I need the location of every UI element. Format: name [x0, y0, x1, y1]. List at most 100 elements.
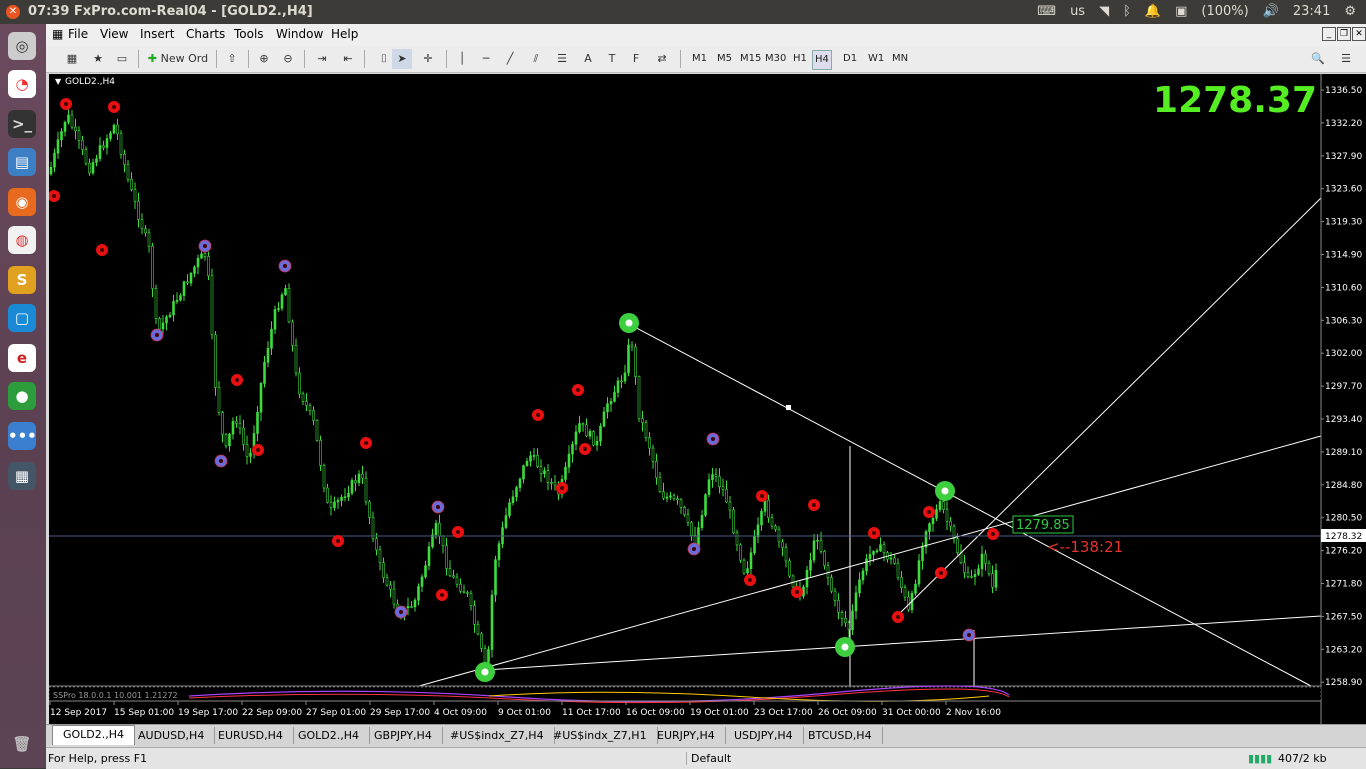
skype-s-icon[interactable]: S [8, 266, 36, 294]
tab-usindx-z7-h1[interactable]: #US$indx_Z7,H1 [543, 727, 658, 744]
fibonacci-icon[interactable]: ☰ [557, 52, 567, 65]
profiles-icon[interactable]: ★ [93, 52, 103, 65]
timeframe-m1[interactable]: M1 [692, 53, 707, 64]
menu-tools[interactable]: Tools [234, 27, 264, 41]
autoscroll-icon[interactable]: ⇤ [343, 52, 353, 65]
keyboard-icon[interactable]: ⌨ [1037, 4, 1057, 19]
menu-charts[interactable]: Charts [186, 27, 226, 41]
channel-icon[interactable]: ⫽ [533, 52, 539, 65]
market-watch-icon[interactable]: ▭ [116, 52, 128, 65]
candle-body [718, 476, 721, 487]
arrows-icon[interactable]: ⇄ [657, 52, 667, 65]
menu-help[interactable]: Help [331, 27, 359, 41]
tab-eurjpy-h4[interactable]: EURJPY,H4 [647, 727, 726, 744]
battery-icon[interactable]: ▣ [1175, 4, 1188, 19]
bluetooth-icon[interactable]: ᛒ [1123, 4, 1131, 19]
wifi-icon[interactable]: ◥ [1099, 4, 1110, 19]
autotrading-icon[interactable]: ⇧ [227, 52, 237, 65]
zoom-out-icon[interactable]: ⊖ [283, 52, 293, 65]
timeframe-h4[interactable]: H4 [812, 50, 832, 70]
zoom-in-icon[interactable]: ⊕ [259, 52, 269, 65]
candle-body [186, 281, 189, 284]
trendline-anchor[interactable] [786, 405, 791, 410]
candle-body [483, 648, 487, 663]
periods-icon[interactable]: ⌷ [380, 52, 388, 65]
crosshair-icon[interactable]: ✛ [423, 52, 433, 65]
price-axis-tick: 1258.90 [1325, 678, 1362, 688]
community-icon[interactable]: ☰ [1341, 52, 1351, 65]
tab-gold2-h4[interactable]: GOLD2.,H4 [52, 725, 136, 745]
file-cabinet-icon[interactable]: ▤ [8, 148, 36, 176]
text-label-icon[interactable]: T [608, 52, 616, 65]
chrome-icon[interactable]: ◍ [8, 226, 36, 254]
candle-body [49, 166, 53, 175]
vertical-line-icon[interactable]: │ [458, 52, 466, 65]
firefox-icon[interactable]: ◉ [8, 188, 36, 216]
color-picker-icon[interactable]: ● [8, 382, 36, 410]
menu-insert[interactable]: Insert [140, 27, 175, 41]
menu-view[interactable]: View [100, 27, 129, 41]
settings-gear-icon[interactable]: ⚙ [1344, 4, 1356, 19]
menu-window[interactable]: Window [276, 27, 324, 41]
trash-icon[interactable]: 🗑 [12, 735, 32, 753]
indicator-subwindow[interactable]: SSPro 18.0.0.1 10.001 1.21272 [48, 685, 1322, 704]
candle-body [991, 573, 994, 588]
tab-gold2-h4-second[interactable]: GOLD2.,H4 [288, 727, 371, 744]
fibo-fan-icon[interactable]: F [632, 52, 640, 65]
clock[interactable]: 23:41 [1292, 4, 1331, 19]
downtrend-line[interactable] [628, 323, 1312, 687]
app-square-icon[interactable]: ▢ [8, 304, 36, 332]
candle-body [609, 401, 613, 405]
volume-icon[interactable]: 🔊 [1262, 4, 1279, 19]
candle-body [602, 411, 606, 427]
candle-body [585, 424, 588, 437]
text-editor-icon[interactable]: e [8, 344, 36, 372]
horizontal-line-icon[interactable]: ─ [482, 52, 490, 65]
search-icon[interactable]: 🔍 [1311, 52, 1325, 65]
close-chart-icon[interactable]: ✕ [1352, 27, 1366, 41]
minimize-chart-icon[interactable]: _ [1322, 27, 1336, 41]
tab-usdjpy-h4[interactable]: USDJPY,H4 [724, 727, 804, 744]
timeframe-w1[interactable]: W1 [868, 53, 885, 64]
candle-body [280, 294, 284, 309]
support-line[interactable] [484, 615, 1322, 671]
trendline-icon[interactable]: ╱ [506, 52, 514, 65]
candle-body [424, 565, 427, 578]
menu-file[interactable]: File [68, 27, 89, 41]
candle-body [665, 496, 669, 499]
more-apps-icon[interactable]: ••• [8, 422, 37, 450]
notification-bell-icon[interactable]: 🔔 [1144, 4, 1162, 19]
timeframe-h1[interactable]: H1 [793, 53, 807, 64]
disk-usage-icon[interactable]: ◔ [8, 70, 36, 98]
tab-audusd-h4[interactable]: AUDUSD,H4 [128, 727, 216, 744]
price-chart[interactable]: ▼ GOLD2.,H4 1278.37 1279.85 <--138:21 13… [48, 74, 1366, 724]
close-window-icon[interactable]: ✕ [6, 5, 20, 19]
candle-body [389, 584, 392, 590]
wine-app-icon[interactable]: ▦ [8, 462, 36, 490]
tab-eurusd-h4[interactable]: EURUSD,H4 [208, 727, 294, 744]
timeframe-m15[interactable]: M15 [740, 53, 762, 64]
text-tool-icon[interactable]: A [584, 52, 592, 65]
tab-btcusd-h4[interactable]: BTCUSD,H4 [798, 727, 883, 744]
chart-canvas[interactable]: ▼ GOLD2.,H4 1278.37 1279.85 <--138:21 13… [48, 74, 1366, 724]
timeframe-m5[interactable]: M5 [717, 53, 732, 64]
language-indicator[interactable]: us [1070, 4, 1086, 19]
chart-shift-icon[interactable]: ⇥ [317, 52, 327, 65]
dash-icon[interactable]: ◎ [8, 32, 36, 60]
uptrend-line-lower[interactable] [418, 435, 1322, 687]
terminal-icon[interactable]: >_ [8, 110, 36, 138]
restore-chart-icon[interactable]: ❐ [1337, 27, 1351, 41]
tab-usindx-z7-h4[interactable]: #US$indx_Z7,H4 [440, 727, 555, 744]
uptrend-line-steep[interactable] [896, 197, 1322, 617]
tab-gbpjpy-h4[interactable]: GBPJPY,H4 [364, 727, 443, 744]
chart-menu-arrow-icon[interactable]: ▼ [55, 77, 62, 86]
app-menu-icon[interactable]: ▦ [52, 27, 64, 41]
new-chart-icon[interactable]: ▦ [66, 52, 78, 65]
cursor-icon[interactable]: ➤ [392, 49, 412, 69]
timeframe-d1[interactable]: D1 [843, 53, 858, 64]
new-order-button[interactable]: ✚ New Ord [146, 49, 210, 69]
candle-body [294, 345, 298, 374]
timeframe-m30[interactable]: M30 [765, 53, 787, 64]
timeframe-mn[interactable]: MN [892, 53, 909, 64]
battery-level[interactable]: (100%) [1201, 4, 1249, 19]
